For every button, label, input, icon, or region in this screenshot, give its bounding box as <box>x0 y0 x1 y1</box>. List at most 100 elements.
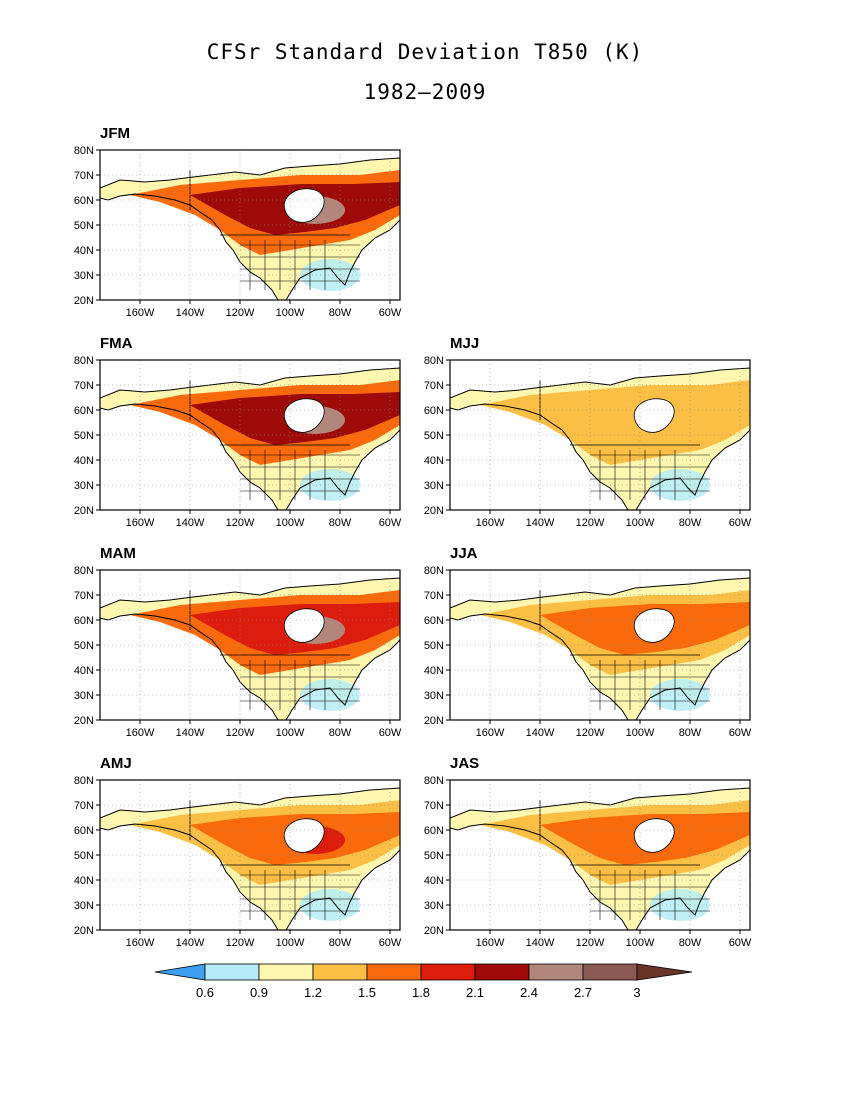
lon-tick-label: 120W <box>226 307 255 319</box>
colorbar: 0.6 0.9 1.2 1.5 1.8 2.1 2.4 2.7 3 <box>154 963 693 1000</box>
lon-tick-label: 140W <box>526 517 555 529</box>
lat-tick-label: 20N <box>424 715 444 727</box>
lat-tick-label: 50N <box>74 220 94 232</box>
map-panel-mjj: MJJ 20N 30N 40N 50N 60N 70N 80N 160W 140W 120W 100W… <box>400 335 780 535</box>
lat-tick-label: 30N <box>424 900 444 912</box>
colorbar-label: 1.2 <box>304 985 322 1000</box>
panel-label: MAM <box>100 545 136 562</box>
lon-tick-label: 160W <box>126 937 155 949</box>
lat-tick-label: 60N <box>74 825 94 837</box>
lat-tick-label: 70N <box>424 590 444 602</box>
panel-label: FMA <box>100 335 133 352</box>
lon-tick-label: 60W <box>729 727 752 739</box>
lat-tick-label: 60N <box>74 615 94 627</box>
lat-tick-label: 40N <box>424 665 444 677</box>
lat-tick-label: 30N <box>74 690 94 702</box>
lon-tick-label: 120W <box>226 937 255 949</box>
lat-tick-label: 30N <box>74 480 94 492</box>
figure-title: CFSr Standard Deviation T850 (K) <box>206 40 644 64</box>
lon-tick-label: 80W <box>329 727 352 739</box>
lon-tick-label: 160W <box>476 937 505 949</box>
lat-tick-label: 20N <box>74 505 94 517</box>
lat-tick-label: 70N <box>74 170 94 182</box>
lat-tick-label: 60N <box>74 405 94 417</box>
map-panel-jja: JJA 20N 30N 40N 50N 60N 70N 80N 160W 140W 120W 100W… <box>400 545 780 745</box>
map-panel-fma: FMA 20N 30N 40N 50N 60N 70N 80N 160W 140W 120W 100W… <box>50 335 430 535</box>
map-svg: 20N 30N 40N 50N 60N 70N 80N 160W 140W 120W 100W 80W… <box>424 355 752 529</box>
lon-tick-label: 160W <box>126 727 155 739</box>
lon-tick-label: 100W <box>276 937 305 949</box>
lon-tick-label: 60W <box>379 307 402 319</box>
lat-tick-label: 50N <box>74 640 94 652</box>
lat-tick-label: 80N <box>424 565 444 577</box>
map-panel-amj: AMJ 20N 30N 40N 50N 60N 70N 80N 160W 140W 120W 100W… <box>50 755 430 955</box>
colorbar-label: 2.7 <box>574 985 592 1000</box>
lat-tick-label: 60N <box>74 195 94 207</box>
panel-label: JJA <box>450 545 478 562</box>
map-svg: 20N 30N 40N 50N 60N 70N 80N 160W 140W 120W 100W 80W… <box>74 145 402 319</box>
lat-tick-label: 30N <box>74 270 94 282</box>
lat-tick-label: 80N <box>74 355 94 367</box>
map-panel-mam: MAM 20N 30N 40N 50N 60N 70N 80N 160W 140W 120W 100W… <box>50 545 430 745</box>
lat-tick-label: 60N <box>424 615 444 627</box>
lat-tick-label: 40N <box>424 455 444 467</box>
lat-tick-label: 60N <box>424 825 444 837</box>
colorbar-swatch <box>528 963 584 981</box>
lat-tick-label: 30N <box>424 480 444 492</box>
lat-tick-label: 80N <box>424 775 444 787</box>
colorbar-right-arrow <box>636 963 693 981</box>
lat-tick-label: 70N <box>424 800 444 812</box>
lat-tick-label: 20N <box>74 715 94 727</box>
lon-tick-label: 100W <box>626 727 655 739</box>
lat-tick-label: 70N <box>424 380 444 392</box>
lat-tick-label: 20N <box>424 925 444 937</box>
colorbar-left-arrow <box>154 963 206 981</box>
colorbar-swatch <box>420 963 476 981</box>
lat-tick-label: 50N <box>424 430 444 442</box>
lon-tick-label: 140W <box>526 937 555 949</box>
colorbar-swatch <box>258 963 314 981</box>
lon-tick-label: 120W <box>576 517 605 529</box>
lon-tick-label: 140W <box>176 937 205 949</box>
lat-tick-label: 40N <box>74 245 94 257</box>
map-svg: 20N 30N 40N 50N 60N 70N 80N 160W 140W 120W 100W 80W… <box>74 775 402 949</box>
colorbar-label: 3 <box>633 985 640 1000</box>
lat-tick-label: 40N <box>424 875 444 887</box>
lon-tick-label: 100W <box>276 307 305 319</box>
colorbar-label: 0.9 <box>250 985 268 1000</box>
lat-tick-label: 40N <box>74 665 94 677</box>
map-panel-jas: JAS 20N 30N 40N 50N 60N 70N 80N 160W 140W 120W 100W… <box>400 755 780 955</box>
lon-tick-label: 100W <box>626 937 655 949</box>
panel-label: MJJ <box>450 335 480 352</box>
lon-tick-label: 100W <box>276 517 305 529</box>
lat-tick-label: 50N <box>424 850 444 862</box>
lon-tick-label: 140W <box>176 727 205 739</box>
lon-tick-label: 80W <box>329 307 352 319</box>
colorbar-label: 0.6 <box>196 985 214 1000</box>
panel-label: JFM <box>100 125 130 142</box>
lon-tick-label: 140W <box>176 307 205 319</box>
lat-tick-label: 70N <box>74 380 94 392</box>
lat-tick-label: 30N <box>74 900 94 912</box>
lat-tick-label: 50N <box>74 430 94 442</box>
lon-tick-label: 80W <box>679 517 702 529</box>
lon-tick-label: 120W <box>226 517 255 529</box>
lat-tick-label: 20N <box>74 295 94 307</box>
figure-subtitle: 1982–2009 <box>363 80 487 104</box>
lon-tick-label: 80W <box>329 937 352 949</box>
panel-label: AMJ <box>100 755 132 772</box>
map-panel-jfm: JFM 20N 30N 40N 50N 60N 70N 80N 160W 140W 120W 100W… <box>50 125 430 325</box>
lon-tick-label: 100W <box>276 727 305 739</box>
lon-tick-label: 60W <box>729 517 752 529</box>
colorbar-swatch <box>474 963 530 981</box>
lon-tick-label: 80W <box>679 937 702 949</box>
colorbar-swatch <box>312 963 368 981</box>
lon-tick-label: 120W <box>576 937 605 949</box>
lon-tick-label: 80W <box>329 517 352 529</box>
lat-tick-label: 60N <box>424 405 444 417</box>
lon-tick-label: 160W <box>126 517 155 529</box>
map-svg: 20N 30N 40N 50N 60N 70N 80N 160W 140W 120W 100W 80W… <box>424 775 752 949</box>
lon-tick-label: 60W <box>379 937 402 949</box>
panel-label: JAS <box>450 755 480 772</box>
lon-tick-label: 160W <box>126 307 155 319</box>
